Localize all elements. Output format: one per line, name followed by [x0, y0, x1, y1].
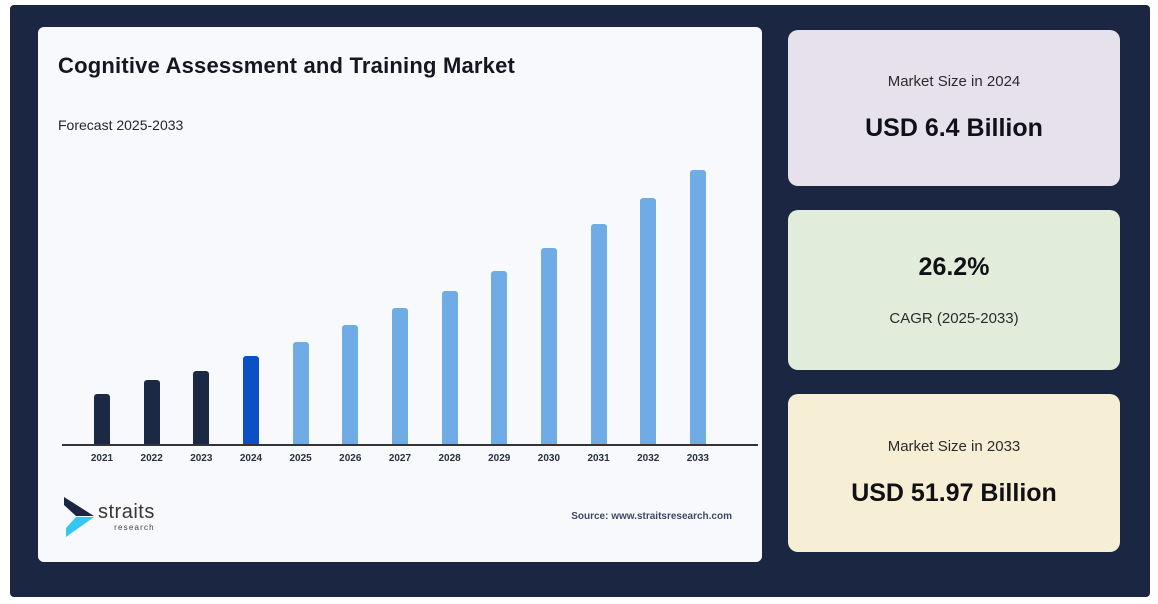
x-tick-2024: 2024 [239, 453, 263, 464]
x-tick-2028: 2028 [438, 453, 461, 464]
bar-2033 [689, 170, 706, 444]
bar-2029 [491, 271, 508, 444]
stat-card-label: Market Size in 2024 [887, 73, 1021, 90]
straits-research-logo: straits research [64, 497, 155, 537]
source-attribution: Source: www.straitsresearch.com [571, 511, 732, 522]
x-tick-2031: 2031 [587, 453, 610, 464]
infographic-frame: Cognitive Assessment and Training Market… [10, 5, 1150, 597]
stat-card-market-size-2024: Market Size in 2024 USD 6.4 Billion [788, 30, 1120, 186]
x-tick-2021: 2021 [90, 453, 114, 464]
logo-text: straits research [98, 502, 155, 532]
bar-2023 [193, 371, 210, 444]
bar-2026 [342, 325, 359, 444]
stat-card-value: USD 51.97 Billion [851, 479, 1057, 507]
x-tick-2029: 2029 [488, 453, 511, 464]
x-tick-2027: 2027 [388, 453, 412, 464]
stat-card-label: CAGR (2025-2033) [889, 310, 1019, 327]
x-axis-labels: 2021 2022 2023 2024 2025 2026 2027 2028 2029 2030… [90, 453, 709, 464]
stat-card-market-size-2033: Market Size in 2033 USD 51.97 Billion [788, 394, 1120, 552]
straits-logo-icon [64, 497, 94, 537]
stat-card-value: 26.2% [918, 253, 990, 281]
bar-2022 [143, 380, 160, 444]
bar-2031 [590, 224, 607, 444]
bar-2021 [94, 394, 110, 444]
x-tick-2032: 2032 [637, 453, 660, 464]
bar-2024 [242, 356, 259, 444]
bar-2028 [441, 291, 458, 444]
x-tick-2022: 2022 [140, 453, 163, 464]
chart-panel: Cognitive Assessment and Training Market… [38, 27, 762, 562]
x-tick-2030: 2030 [537, 453, 561, 464]
x-tick-2026: 2026 [339, 453, 362, 464]
x-tick-2023: 2023 [190, 453, 213, 464]
bar-2027 [391, 308, 408, 444]
x-tick-2033: 2033 [686, 453, 709, 464]
stat-card-label: Market Size in 2033 [887, 438, 1021, 455]
stat-card-cagr: 26.2% CAGR (2025-2033) [788, 210, 1120, 370]
logo-wordmark: straits [98, 501, 155, 523]
x-axis-line [62, 444, 758, 446]
x-tick-2025: 2025 [289, 453, 312, 464]
stat-card-value: USD 6.4 Billion [865, 114, 1043, 142]
logo-sub-wordmark: research [114, 523, 155, 532]
chart-title: Cognitive Assessment and Training Market [58, 53, 516, 78]
bar-2025 [292, 342, 309, 444]
bar-2030 [540, 248, 557, 444]
bar-2032 [640, 198, 657, 444]
bar-chart [94, 170, 706, 444]
chart-subtitle: Forecast 2025-2033 [58, 117, 184, 133]
